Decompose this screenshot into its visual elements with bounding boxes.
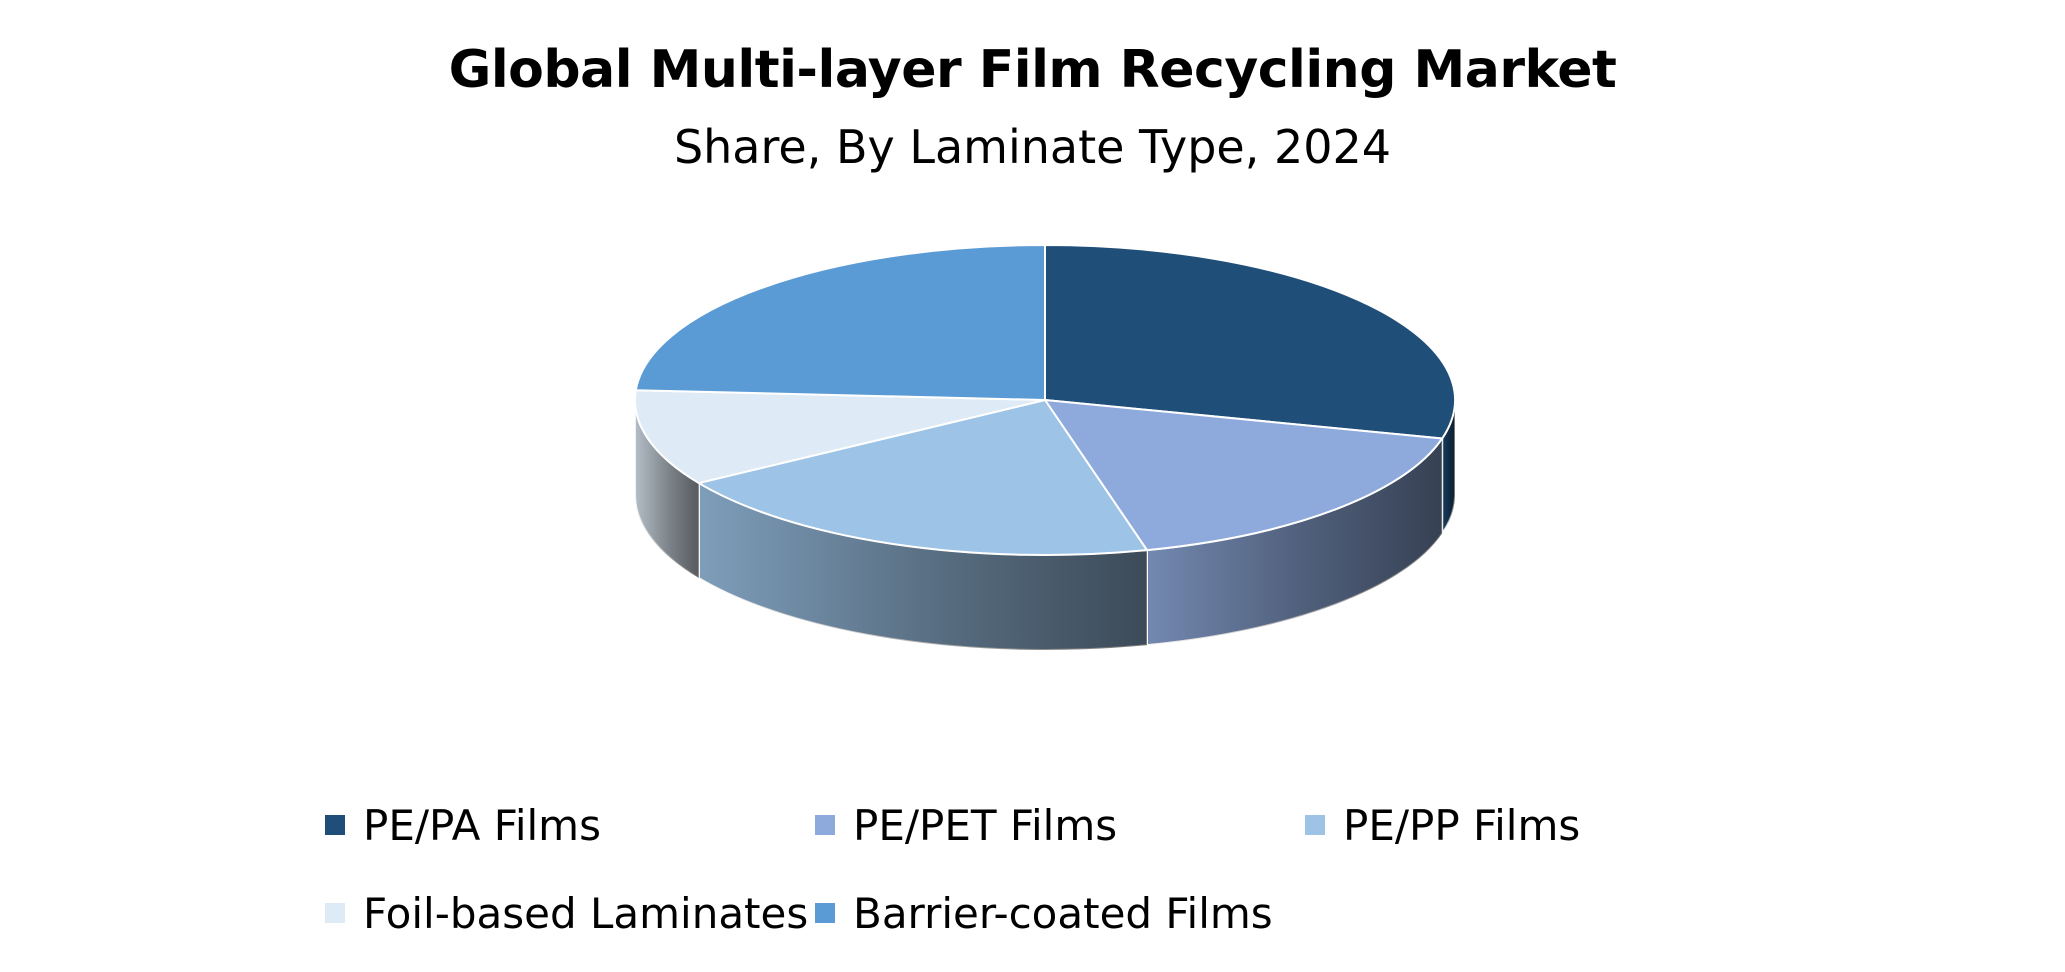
legend-label: PE/PET Films — [853, 800, 1118, 850]
legend-swatch — [325, 903, 345, 923]
chart-subtitle: Share, By Laminate Type, 2024 — [673, 120, 1392, 174]
pie-slice-3 — [634, 389, 1046, 485]
pie-slice-4 — [634, 244, 1046, 401]
legend-item: PE/PP Films — [1305, 800, 1580, 850]
legend-swatch — [815, 903, 835, 923]
legend-label: PE/PA Films — [363, 800, 601, 850]
pie-slice-0 — [1044, 244, 1456, 440]
chart-title: Global Multi-layer Film Recycling Market — [448, 40, 1617, 100]
legend-swatch — [815, 815, 835, 835]
legend-label: Foil-based Laminates — [363, 888, 809, 938]
legend-item: Barrier-coated Films — [815, 888, 1273, 938]
pie-side-shade-3 — [635, 400, 699, 579]
legend-swatch — [1305, 815, 1325, 835]
pie-side-shade-2 — [698, 483, 1147, 650]
legend-label: PE/PP Films — [1343, 800, 1581, 850]
legend-swatch — [325, 815, 345, 835]
legend-item: PE/PA Films — [325, 800, 601, 850]
legend-item: PE/PET Films — [815, 800, 1117, 850]
legend-item: Foil-based Laminates — [325, 888, 808, 938]
pie-tops — [634, 244, 1456, 556]
legend-label: Barrier-coated Films — [853, 888, 1273, 938]
pie-slice-2 — [697, 399, 1148, 556]
pie-slice-1 — [1044, 399, 1444, 552]
pie-side-shade-1 — [1146, 438, 1443, 646]
